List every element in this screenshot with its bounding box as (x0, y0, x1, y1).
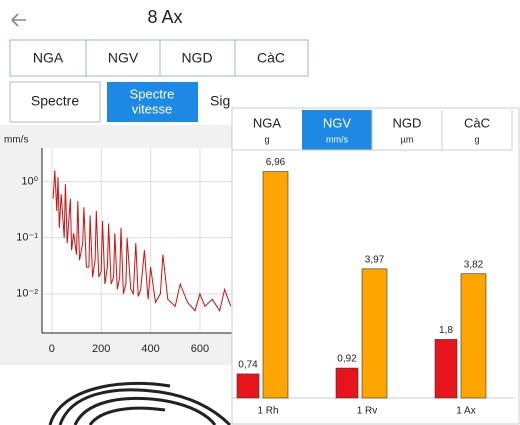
tab[interactable]: NGA (33, 50, 64, 66)
page: 8 Ax NGA NGV NGD CàC Spectre Spectre vit… (0, 0, 520, 425)
subtab[interactable]: Spectre (130, 86, 175, 101)
y-tick-label: 10⁻¹ (16, 232, 38, 244)
y-axis-label: mm/s (4, 135, 28, 146)
cable (50, 383, 230, 425)
y-tick-label: 10⁻² (16, 288, 38, 300)
subtab[interactable]: vitesse (132, 101, 172, 116)
x-tick-label: 200 (92, 343, 110, 355)
value-label: 1,8 (439, 325, 453, 336)
value-label: 0,92 (337, 354, 357, 365)
bar (461, 274, 486, 398)
bar (263, 172, 288, 398)
card-tab-unit: g (474, 134, 479, 144)
bar (362, 269, 387, 398)
value-label: 3,82 (464, 259, 484, 270)
x-tick-label: 400 (141, 343, 159, 355)
card-tab[interactable]: CàC (464, 115, 490, 130)
card-tab-unit: mm/s (326, 134, 348, 144)
screen: 8 Ax NGA NGV NGD CàC Spectre Spectre vit… (0, 0, 520, 425)
x-tick-label: 1 Ax (456, 406, 475, 417)
x-tick-label: 1 Rv (357, 406, 378, 417)
tab[interactable]: CàC (257, 50, 285, 66)
card-tab[interactable]: NGV (323, 115, 352, 130)
x-tick-label: 1 Rh (257, 406, 278, 417)
bar (435, 339, 457, 398)
value-label: 3,97 (365, 254, 385, 265)
card: NGA g NGV mm/s NGD µm CàC g 1 Rh 0,74 6,96 1 Rv 0,92… (232, 108, 519, 424)
card-tab-unit: g (264, 134, 269, 144)
bar (237, 374, 259, 398)
y-tick-label: 10⁰ (21, 176, 38, 188)
value-label: 6,96 (266, 157, 286, 168)
bar (336, 368, 358, 398)
card-tab-unit: µm (401, 134, 414, 144)
x-tick-label: 0 (49, 343, 55, 355)
back-arrow[interactable] (12, 14, 26, 26)
value-label: 0,74 (238, 360, 258, 371)
x-tick-label: 600 (191, 343, 209, 355)
plot-area (42, 148, 232, 333)
screen-title: 8 Ax (147, 7, 182, 27)
tab[interactable]: NGV (108, 50, 139, 66)
card-tab[interactable]: NGA (253, 115, 282, 130)
card-tab[interactable]: NGD (393, 115, 422, 130)
tab[interactable]: NGD (181, 50, 212, 66)
subtab[interactable]: Spectre (31, 93, 79, 109)
subtab[interactable]: Sig (210, 93, 230, 109)
